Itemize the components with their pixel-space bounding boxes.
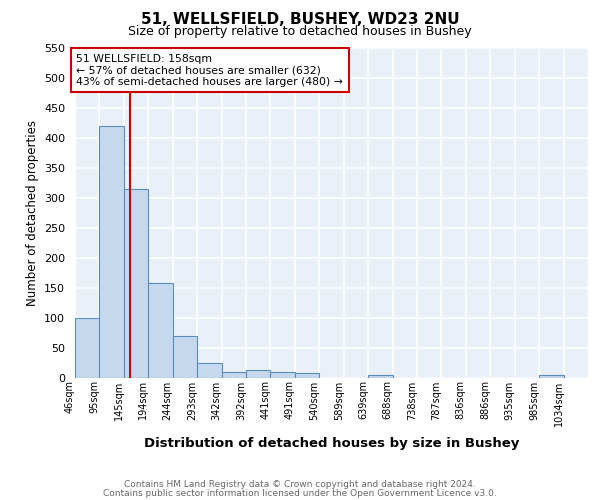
Bar [75,318,100,378]
Bar [539,374,563,378]
Y-axis label: Number of detached properties: Number of detached properties [26,120,38,306]
Bar [246,370,271,378]
X-axis label: Distribution of detached houses by size in Bushey: Distribution of detached houses by size … [144,436,519,450]
Bar [295,374,319,378]
Bar [124,188,148,378]
Text: Contains public sector information licensed under the Open Government Licence v3: Contains public sector information licen… [103,489,497,498]
Text: 51 WELLSFIELD: 158sqm
← 57% of detached houses are smaller (632)
43% of semi-det: 51 WELLSFIELD: 158sqm ← 57% of detached … [76,54,343,86]
Bar [221,372,246,378]
Bar [271,372,295,378]
Bar [148,284,173,378]
Text: Contains HM Land Registry data © Crown copyright and database right 2024.: Contains HM Land Registry data © Crown c… [124,480,476,489]
Text: Size of property relative to detached houses in Bushey: Size of property relative to detached ho… [128,25,472,38]
Bar [368,375,392,378]
Text: 51, WELLSFIELD, BUSHEY, WD23 2NU: 51, WELLSFIELD, BUSHEY, WD23 2NU [140,12,460,28]
Bar [100,126,124,378]
Bar [173,336,197,378]
Bar [197,362,221,378]
